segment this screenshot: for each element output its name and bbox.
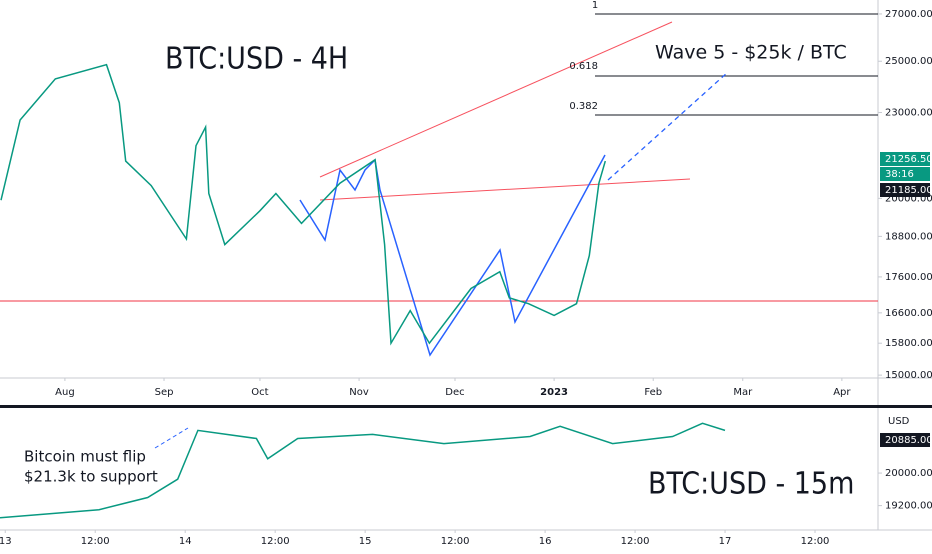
- bottom-panel: Bitcoin must flip $21.3k to support BTC:…: [0, 408, 932, 547]
- price-line: [0, 422, 726, 519]
- price-tag: [880, 152, 930, 166]
- x-tick-label: Dec: [445, 387, 464, 398]
- y-tick-label: 20000.00: [885, 468, 932, 479]
- x-tick-label: Feb: [644, 387, 662, 398]
- x-tick-label: 16: [539, 536, 552, 547]
- y-tick-label: 18800.00: [885, 231, 932, 242]
- x-tick-label: 12:00: [441, 536, 470, 547]
- x-tick-label: 17: [719, 536, 732, 547]
- x-tick-label: 15: [359, 536, 372, 547]
- x-tick-label: Oct: [251, 387, 268, 398]
- upper-trendline: [319, 21, 673, 178]
- annotation: $21.3k to support: [24, 468, 158, 486]
- x-tick-label: Apr: [833, 387, 851, 398]
- x-tick-label: 14: [179, 536, 192, 547]
- y-tick-label: 20000.00: [885, 193, 932, 204]
- annotation: Wave 5 - $25k / BTC: [655, 42, 847, 64]
- annotation: Bitcoin must flip: [24, 448, 146, 466]
- y-tick-label: 17600.00: [885, 272, 932, 283]
- x-tick-label: 12:00: [81, 536, 110, 547]
- y-tick-label: 15800.00: [885, 338, 932, 349]
- price-tag: [880, 183, 930, 197]
- panel-separator: [0, 405, 932, 408]
- x-tick-label: Nov: [349, 387, 369, 398]
- y-tick-label: 25000.00: [885, 56, 932, 67]
- x-tick-label: Aug: [55, 387, 75, 398]
- x-tick-label: Mar: [733, 387, 753, 398]
- x-tick-label: 2023: [540, 387, 568, 398]
- x-tick-label: 12:00: [621, 536, 650, 547]
- price-tag: [880, 167, 930, 181]
- y-tick-label: 23000.00: [885, 107, 932, 118]
- price-tag: [880, 433, 930, 447]
- price-tag-label: 21256.50: [885, 154, 932, 165]
- x-tick-label: 13: [0, 536, 12, 547]
- x-tick-label: 12:00: [261, 536, 290, 547]
- fib-label: 0.618: [569, 61, 598, 72]
- price-tag-label: 38:16: [885, 169, 914, 180]
- y-tick-label: 15000.00: [885, 370, 932, 381]
- fib-label: 1: [592, 0, 598, 11]
- y-tick-label: 16600.00: [885, 308, 932, 319]
- price-tag-label: 21185.00: [885, 185, 932, 196]
- chart-title: BTC:USD - 4H: [165, 42, 348, 77]
- fib-label: 0.382: [569, 101, 598, 112]
- y-tick-label: 19200.00: [885, 501, 932, 512]
- top-panel: BTC:USD - 4H Wave 5 - $25k / BTC 1 0.618…: [0, 0, 932, 406]
- y-tick-label: 27000.00: [885, 9, 932, 20]
- x-tick-label: 12:00: [801, 536, 830, 547]
- price-line: [0, 63, 607, 346]
- price-tag-label: 20885.00: [885, 435, 932, 446]
- chart-title: BTC:USD - 15m: [648, 467, 854, 502]
- x-tick-label: Sep: [155, 387, 174, 398]
- axis-label: USD: [888, 416, 910, 427]
